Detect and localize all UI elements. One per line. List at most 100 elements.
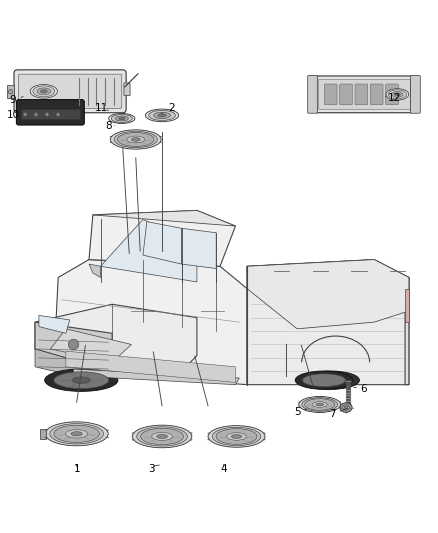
Ellipse shape: [110, 142, 112, 143]
Text: 5: 5: [294, 407, 301, 417]
Polygon shape: [66, 351, 236, 383]
Ellipse shape: [109, 114, 135, 124]
Polygon shape: [54, 260, 247, 385]
Text: 6: 6: [360, 384, 367, 394]
Ellipse shape: [114, 131, 157, 148]
Ellipse shape: [45, 430, 47, 431]
Ellipse shape: [304, 399, 335, 410]
Ellipse shape: [40, 90, 47, 93]
Ellipse shape: [392, 92, 403, 97]
Ellipse shape: [45, 422, 108, 446]
Ellipse shape: [395, 93, 400, 96]
FancyBboxPatch shape: [17, 100, 84, 125]
Ellipse shape: [312, 402, 327, 407]
Circle shape: [24, 113, 27, 116]
FancyBboxPatch shape: [21, 109, 80, 119]
Ellipse shape: [344, 406, 348, 409]
Polygon shape: [35, 322, 112, 372]
Ellipse shape: [106, 437, 109, 438]
Ellipse shape: [159, 136, 162, 137]
Polygon shape: [101, 220, 197, 282]
FancyBboxPatch shape: [18, 74, 122, 108]
Ellipse shape: [54, 372, 109, 389]
Ellipse shape: [386, 88, 409, 100]
Circle shape: [8, 90, 13, 94]
Ellipse shape: [132, 425, 192, 448]
FancyBboxPatch shape: [340, 84, 352, 104]
Ellipse shape: [141, 429, 184, 445]
Ellipse shape: [343, 405, 350, 410]
Ellipse shape: [30, 84, 57, 98]
Circle shape: [46, 113, 49, 116]
Ellipse shape: [152, 432, 173, 440]
Polygon shape: [89, 264, 101, 278]
Ellipse shape: [208, 439, 210, 440]
Ellipse shape: [110, 130, 161, 149]
FancyBboxPatch shape: [14, 70, 126, 113]
Polygon shape: [50, 329, 131, 362]
FancyBboxPatch shape: [355, 84, 368, 104]
Ellipse shape: [118, 117, 125, 120]
Ellipse shape: [37, 88, 51, 95]
Text: 8: 8: [105, 122, 112, 131]
Ellipse shape: [111, 115, 132, 123]
Ellipse shape: [45, 369, 118, 391]
Ellipse shape: [50, 424, 103, 444]
Ellipse shape: [117, 133, 154, 147]
Ellipse shape: [212, 427, 261, 446]
Text: 9: 9: [10, 95, 17, 105]
Ellipse shape: [340, 403, 352, 413]
Polygon shape: [93, 211, 236, 226]
Ellipse shape: [33, 86, 55, 97]
Ellipse shape: [45, 437, 47, 438]
Ellipse shape: [131, 138, 140, 141]
Ellipse shape: [154, 112, 170, 118]
Ellipse shape: [159, 142, 162, 143]
Polygon shape: [74, 369, 239, 385]
Ellipse shape: [157, 434, 167, 439]
Polygon shape: [405, 278, 409, 385]
Ellipse shape: [158, 114, 166, 117]
FancyBboxPatch shape: [40, 429, 46, 439]
Ellipse shape: [72, 377, 90, 384]
Ellipse shape: [302, 374, 346, 386]
Ellipse shape: [216, 429, 257, 444]
Text: 7: 7: [329, 409, 336, 419]
Ellipse shape: [231, 434, 242, 438]
FancyBboxPatch shape: [318, 79, 410, 109]
Ellipse shape: [226, 433, 247, 440]
Circle shape: [34, 113, 38, 116]
FancyBboxPatch shape: [411, 76, 420, 113]
Polygon shape: [181, 228, 216, 269]
Ellipse shape: [110, 136, 112, 137]
Circle shape: [56, 113, 60, 116]
Ellipse shape: [344, 381, 352, 384]
Text: 1: 1: [73, 464, 80, 474]
Ellipse shape: [316, 403, 324, 406]
Circle shape: [68, 339, 79, 350]
Ellipse shape: [145, 109, 179, 122]
Text: 10: 10: [7, 110, 20, 120]
Text: 11: 11: [95, 103, 108, 113]
Ellipse shape: [389, 90, 406, 99]
Polygon shape: [35, 349, 112, 385]
Text: 2: 2: [168, 102, 175, 112]
FancyBboxPatch shape: [370, 84, 383, 104]
FancyBboxPatch shape: [124, 83, 130, 96]
Polygon shape: [35, 304, 197, 372]
Ellipse shape: [71, 432, 82, 436]
Polygon shape: [89, 211, 236, 266]
Polygon shape: [247, 260, 409, 385]
Ellipse shape: [115, 116, 128, 121]
Ellipse shape: [149, 110, 175, 120]
Ellipse shape: [54, 425, 99, 442]
Polygon shape: [405, 288, 409, 322]
Ellipse shape: [299, 397, 341, 413]
Ellipse shape: [66, 430, 88, 438]
Ellipse shape: [263, 439, 265, 440]
Text: 3: 3: [148, 464, 155, 474]
Ellipse shape: [106, 430, 109, 431]
FancyBboxPatch shape: [307, 76, 317, 113]
Ellipse shape: [137, 427, 187, 446]
Polygon shape: [39, 316, 70, 333]
